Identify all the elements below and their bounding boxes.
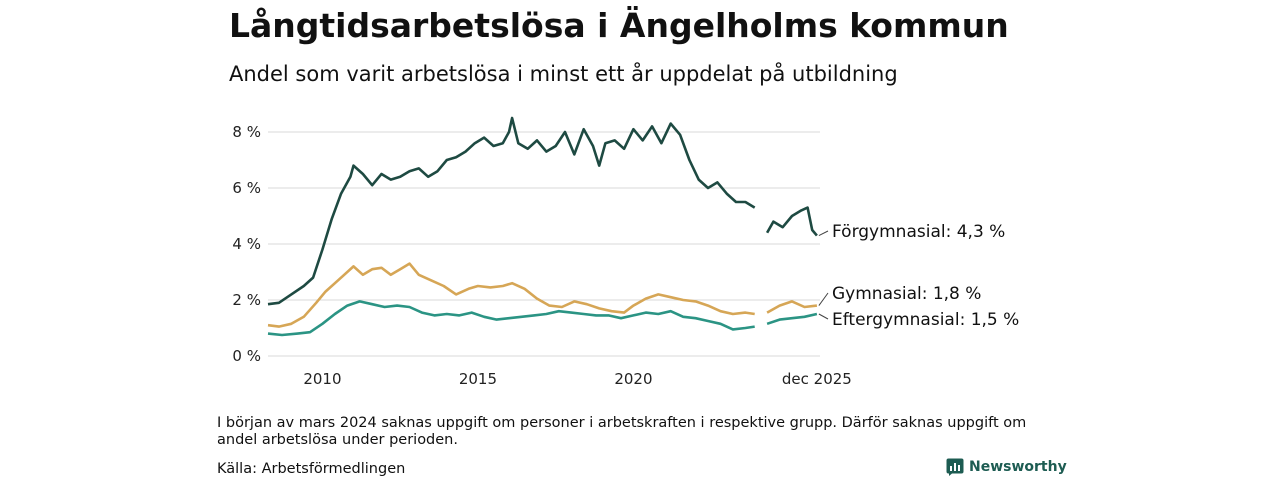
chart-subtitle: Andel som varit arbetslösa i minst ett å…: [229, 62, 898, 86]
series-line-gymnasial: [766, 300, 818, 314]
x-tick-label: 2020: [614, 370, 652, 388]
x-tick-label: dec 2025: [782, 370, 852, 388]
brand-logo: Newsworthy: [946, 458, 1067, 476]
x-tick-label: 2010: [303, 370, 341, 388]
y-tick-label: 8 %: [232, 123, 261, 141]
series-line-eftergymnasial: [766, 312, 818, 326]
x-tick-label: 2015: [459, 370, 497, 388]
label-leader: [818, 313, 829, 320]
series-end-labels: Förgymnasial: 4,3 % Gymnasial: 1,8 % Efter…: [818, 222, 1019, 330]
brand-name: Newsworthy: [969, 459, 1067, 475]
series-line-förgymnasial: [765, 206, 818, 237]
end-label-förgymnasial: Förgymnasial: 4,3 %: [832, 222, 1005, 242]
y-tick-label: 4 %: [232, 235, 261, 253]
y-tick-label: 2 %: [232, 291, 261, 309]
chart-title: Långtidsarbetslösa i Ängelholms kommun: [229, 6, 1009, 45]
series-line-förgymnasial: [267, 116, 756, 306]
y-tick-label: 0 %: [232, 347, 261, 365]
label-leader: [818, 292, 829, 306]
line-chart: 0 % 2 % 4 % 6 % 8 % 2010 2015 2020 dec 2025 För…: [232, 116, 1019, 388]
y-tick-label: 6 %: [232, 179, 261, 197]
footnote: I början av mars 2024 saknas uppgift om …: [217, 415, 1027, 448]
grid-lines: [268, 131, 820, 357]
y-axis-ticks: 0 % 2 % 4 % 6 % 8 %: [232, 123, 261, 365]
end-label-gymnasial: Gymnasial: 1,8 %: [832, 284, 981, 304]
newsworthy-logo-icon: [946, 458, 964, 476]
series-line-eftergymnasial: [267, 300, 755, 337]
x-axis-ticks: 2010 2015 2020 dec 2025: [303, 370, 852, 388]
series-lines: [267, 116, 818, 337]
label-leader: [818, 230, 829, 237]
end-label-eftergymnasial: Eftergymnasial: 1,5 %: [832, 310, 1019, 330]
source-text: Källa: Arbetsförmedlingen: [217, 461, 406, 477]
series-line-gymnasial: [267, 262, 755, 328]
